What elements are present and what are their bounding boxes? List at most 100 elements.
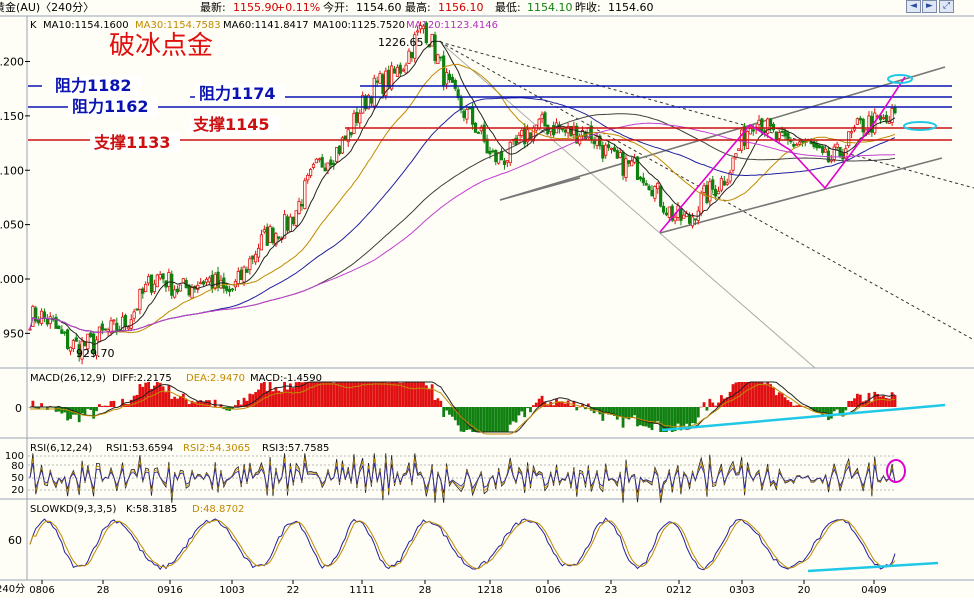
macd-bar [610, 407, 613, 415]
macd-bar [31, 400, 35, 407]
macd-bar [448, 407, 451, 415]
candle-body [719, 178, 724, 191]
macd-bar [566, 400, 570, 407]
candle-body [635, 156, 640, 180]
macd-bar [711, 402, 715, 407]
candle-body [282, 214, 287, 239]
channel-upper [499, 66, 946, 201]
macd-bar [569, 405, 573, 407]
candle-body [783, 130, 787, 137]
macd-bar [155, 382, 159, 407]
low-price: 1154.10 [527, 1, 573, 14]
candle-body [485, 138, 489, 154]
candle-body [479, 126, 483, 132]
macd-bar [306, 382, 310, 407]
scroll-left-button[interactable]: ◄ [906, 0, 921, 13]
candle-body [482, 124, 486, 142]
candle-body [433, 34, 437, 61]
candle-body [858, 117, 862, 121]
macd-bar [508, 407, 512, 425]
macd-bar [479, 407, 483, 432]
macd-bar [89, 407, 93, 411]
macd-bar [829, 407, 833, 419]
candle-body [659, 185, 663, 207]
candle-body [213, 273, 217, 289]
macd-bar [48, 405, 52, 407]
moving-average-lines [29, 40, 896, 346]
candle-body [699, 192, 703, 214]
ma30-value: MA30:1154.7583 [135, 20, 221, 31]
kd-d-value: D:48.8702 [192, 504, 244, 515]
candle-body [421, 25, 426, 30]
candle-body [491, 150, 495, 153]
candle-body [731, 157, 735, 171]
macd-bar [615, 407, 619, 420]
candle-body [716, 190, 721, 195]
candle-body [335, 147, 339, 163]
candle-body [219, 279, 223, 289]
annotations [659, 74, 937, 233]
macd-bar [40, 403, 43, 407]
channel-base [499, 177, 581, 201]
candle-body [722, 180, 726, 186]
candle-body [60, 329, 64, 334]
macd-bar [207, 400, 211, 407]
candle-body [850, 131, 854, 134]
macd-bar [607, 407, 610, 415]
macd-bar [419, 382, 422, 407]
candle-body [395, 66, 400, 77]
macd-bar [86, 407, 90, 409]
candle-body [149, 274, 154, 293]
candle-body [647, 185, 651, 191]
macd-bar [323, 382, 327, 407]
macd-bar [453, 407, 457, 421]
macd-bar [841, 407, 845, 417]
macd-bar [135, 394, 139, 407]
candle-body [80, 340, 84, 360]
macd-bar [850, 400, 854, 407]
candle-body [57, 325, 61, 330]
candle-body [416, 30, 420, 33]
scroll-right-button[interactable]: ► [922, 0, 937, 13]
level-label: 支撑1145 [192, 115, 270, 134]
ma10-line [29, 40, 896, 346]
macd-bar [358, 382, 362, 407]
macd-bar [514, 407, 518, 423]
candle-body [141, 288, 145, 294]
candle-body [178, 284, 183, 292]
macd-bar [760, 382, 764, 407]
candle-body [138, 288, 142, 311]
macd-bar [662, 407, 665, 432]
candle-body [71, 340, 75, 350]
rsi-tick-20: 20 [11, 485, 24, 496]
candle-body [129, 319, 133, 329]
macd-bar [404, 382, 408, 407]
candle-body [494, 149, 498, 163]
level-label: 阻力1162 [72, 97, 149, 116]
candle-body [702, 185, 706, 193]
candle-body [66, 329, 70, 349]
candle-body [89, 332, 93, 337]
zoom-button[interactable]: ⤢ [939, 0, 954, 13]
candle-body [158, 274, 162, 279]
macd-bar [748, 382, 752, 407]
macd-bar [774, 395, 778, 407]
candle-body [132, 311, 136, 319]
macd-bar [251, 394, 255, 407]
macd-bar [777, 392, 781, 407]
macd-bar [338, 382, 341, 407]
rsi-tick-80: 80 [11, 461, 24, 472]
candle-body [797, 141, 802, 145]
candle-body [595, 136, 599, 146]
macd-bar [355, 382, 359, 407]
x-tick-label: 1111 [349, 585, 374, 596]
macd-bar [517, 407, 521, 416]
macd-bar [679, 407, 683, 431]
macd-bar [728, 391, 732, 407]
candle-body [28, 328, 32, 331]
macd-bar [812, 407, 816, 412]
macd-bar [647, 407, 651, 428]
macd-bar [167, 385, 171, 407]
macd-bar [161, 386, 165, 407]
